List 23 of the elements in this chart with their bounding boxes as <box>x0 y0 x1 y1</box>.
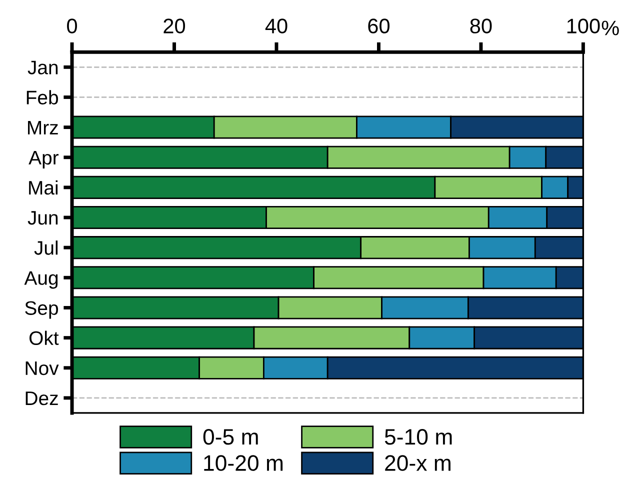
x-tick-label: 20 <box>164 18 186 34</box>
y-tick-label: Mai <box>29 180 58 195</box>
legend-label: 10-20 m <box>204 455 283 471</box>
legend-label: 20-x m <box>385 455 450 471</box>
y-tick-label: Jul <box>34 240 58 255</box>
x-tick-label: 60 <box>368 18 390 34</box>
legend-label: 0-5 m <box>203 429 258 445</box>
y-tick-label: Aug <box>24 271 58 289</box>
y-tick-label: Feb <box>26 90 58 104</box>
y-tick-label: Okt <box>29 330 59 346</box>
x-tick-label: 80 <box>470 18 492 34</box>
y-tick-label: Apr <box>28 151 58 168</box>
x-tick-label: 100 <box>567 18 600 34</box>
x-axis-title: % <box>602 20 619 36</box>
y-tick-label: Jun <box>28 211 58 225</box>
y-tick-label: Nov <box>26 362 59 376</box>
x-tick-label: 0 <box>67 18 77 34</box>
y-tick-label: Sep <box>25 301 58 319</box>
y-tick-label: Mrz <box>28 120 58 134</box>
legend-label: 5-10 m <box>384 429 452 445</box>
y-tick-label: Jan <box>28 60 58 74</box>
x-tick-label: 40 <box>265 18 288 34</box>
y-tick-label: Dez <box>26 392 58 406</box>
